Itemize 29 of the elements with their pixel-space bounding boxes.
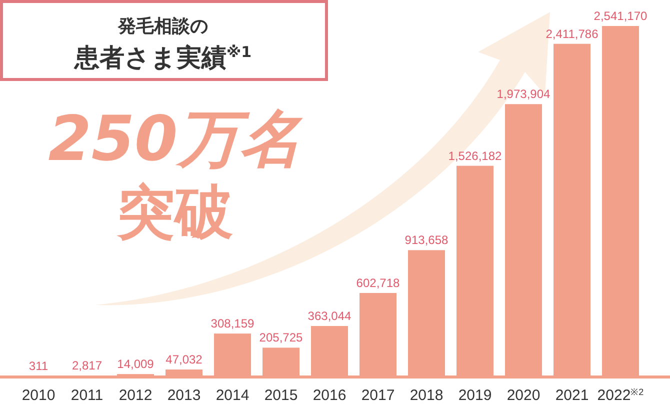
x-tick-label: 2010 — [22, 387, 56, 404]
x-tick-label: 2014 — [216, 387, 250, 404]
text: 患者さま実績$^{※1}$ — [73, 43, 252, 72]
data-label: 913,658 — [404, 233, 449, 248]
x-tick-label: 2019 — [458, 387, 492, 404]
data-label: 2,411,786 — [546, 26, 599, 41]
x-tick-label: 2013 — [167, 387, 201, 404]
data-label: 363,044 — [308, 308, 352, 323]
x-tick-label: 2015 — [264, 387, 298, 404]
x-tick-label: 2018 — [410, 387, 444, 404]
data-label: 1,973,904 — [496, 87, 551, 102]
data-label: 1,526,182 — [448, 148, 502, 163]
x-tick-label: 2016 — [312, 387, 346, 404]
data-label: 602,718 — [356, 276, 400, 290]
data-label: 14,009 — [117, 357, 154, 372]
data-label: 2,541,170 — [594, 9, 648, 23]
x-tick-label: 2021 — [555, 387, 589, 404]
data-label: 47,032 — [166, 352, 203, 367]
annotation: 250万名突破 — [48, 102, 304, 246]
chart-title: 発毛相談の — [117, 16, 208, 37]
data-label: 205,725 — [259, 330, 304, 345]
data-label: 311 — [28, 358, 48, 373]
x-tick-label: 2012 — [118, 387, 152, 404]
x-tick-label: 2017 — [361, 387, 395, 404]
data-label: 2,817 — [72, 358, 102, 373]
data-label: 308,159 — [210, 316, 255, 331]
x-tick-label: 2011 — [70, 387, 104, 404]
x-tick-label: 2022$^{※2}$ — [597, 387, 644, 404]
x-tick-label: 2020 — [506, 387, 540, 404]
